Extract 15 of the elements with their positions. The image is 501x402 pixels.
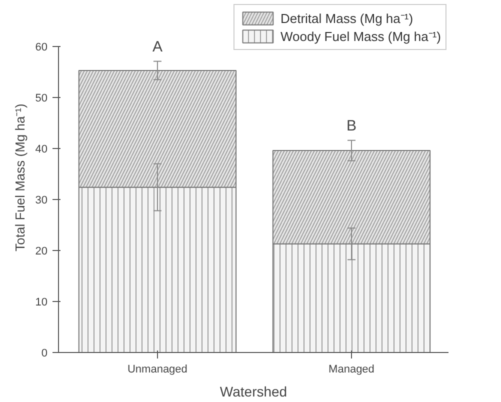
annotation: B xyxy=(346,117,356,134)
y-tick-label: 60 xyxy=(35,42,48,54)
x-tick-label: Managed xyxy=(328,364,374,376)
y-tick-label: 30 xyxy=(35,194,48,206)
y-tick-label: 20 xyxy=(35,246,48,258)
legend-label: Woody Fuel Mass (Mg ha⁻¹) xyxy=(280,28,441,45)
y-tick-label: 40 xyxy=(35,144,48,156)
x-tick-label: Unmanaged xyxy=(127,364,188,376)
y-tick-label: 50 xyxy=(35,92,48,104)
y-axis-title: Total Fuel Mass (Mg ha⁻¹) xyxy=(12,104,28,252)
y-tick-label: 0 xyxy=(41,348,48,360)
y-tick-label: 10 xyxy=(35,296,48,308)
legend-label: Detrital Mass (Mg ha⁻¹) xyxy=(280,10,414,27)
x-axis-title: Watershed xyxy=(220,384,288,400)
annotation: A xyxy=(152,38,162,56)
